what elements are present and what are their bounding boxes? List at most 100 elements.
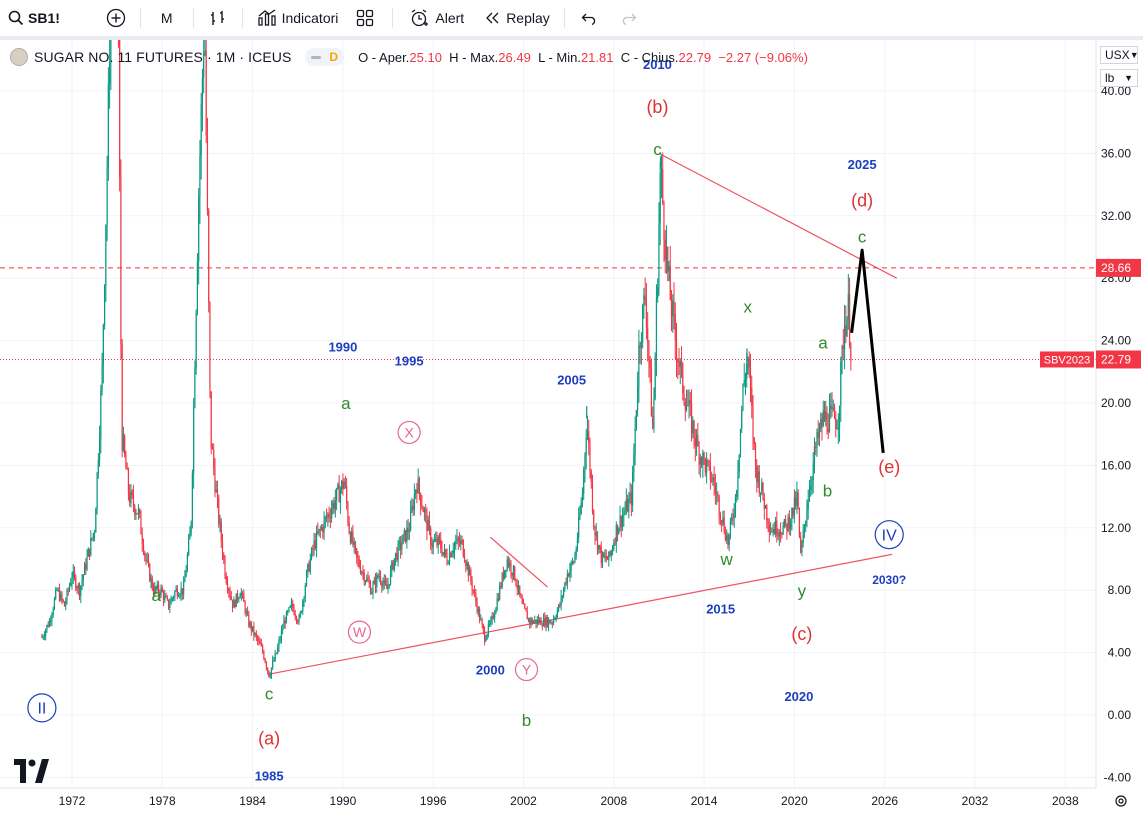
candle (406, 520, 408, 549)
interval-button[interactable]: M (160, 10, 173, 26)
candle-body (822, 410, 824, 426)
candle (215, 480, 217, 493)
candle (520, 593, 522, 599)
candle-body (845, 325, 847, 337)
candle (417, 468, 419, 494)
candle (566, 569, 568, 590)
candle-body (92, 533, 94, 539)
candle (828, 393, 831, 433)
time-axis[interactable]: 1972 1978 1984 1990 1996 2002 2008 2014 2020 2026… (59, 794, 1079, 808)
candle (353, 537, 355, 554)
candle-body (275, 652, 278, 654)
unit-select[interactable]: lb ▼ (1100, 69, 1138, 87)
wave-label-circle (874, 520, 904, 550)
wave-label-text: 1985 (255, 769, 284, 784)
candle (249, 620, 251, 629)
candle (273, 657, 275, 662)
price-chart[interactable]: 1975III1980baIIc(a)19851990aW1995X2000Yb… (0, 40, 1143, 818)
candle (130, 484, 132, 508)
replay-label: Replay (506, 10, 550, 26)
candle-body (583, 469, 585, 494)
candle-body (530, 619, 532, 624)
candle (60, 590, 62, 602)
candle-body (438, 536, 441, 540)
candle (280, 625, 283, 644)
candle-body (101, 364, 103, 391)
candle-body (394, 552, 397, 559)
candle (470, 567, 472, 586)
candle-body (78, 584, 81, 597)
candle (713, 466, 715, 496)
candle-body (461, 540, 463, 542)
wave-label: 2025 (848, 157, 877, 172)
candle (786, 523, 788, 540)
candle (405, 530, 407, 544)
candle-body (264, 658, 266, 663)
candle-body (171, 597, 173, 599)
candle (795, 491, 797, 510)
candle (736, 489, 738, 503)
candle-body (125, 454, 127, 469)
candle-body (198, 196, 200, 262)
chart-type-button[interactable] (208, 0, 228, 36)
candle (700, 456, 703, 469)
top-toolbar: SB1! M Indicatori Alert Rep (0, 0, 1143, 37)
search-icon (8, 10, 24, 26)
alert-button[interactable]: Alert (409, 0, 464, 36)
candle-body (539, 619, 541, 623)
compare-button[interactable] (106, 0, 126, 36)
wave-label: 2010 (643, 57, 672, 72)
candle (787, 513, 789, 533)
candle-body (795, 497, 797, 506)
candle-body (706, 460, 708, 473)
indicators-button[interactable]: Indicatori (257, 0, 338, 36)
candle (329, 508, 331, 529)
candle (611, 545, 614, 556)
candle-body (736, 490, 738, 497)
series-title[interactable]: SUGAR NO. 11 FUTURES · 1M · ICEUS (34, 49, 292, 65)
candle-body (677, 360, 679, 362)
tradingview-logo-icon[interactable] (14, 757, 50, 790)
candle-body (206, 136, 209, 211)
candle (653, 387, 655, 433)
candle-body (205, 50, 207, 137)
replay-button[interactable]: Replay (484, 0, 550, 36)
candle-body (254, 633, 256, 636)
candle (135, 508, 137, 521)
candle-body (749, 367, 752, 389)
candle (283, 614, 285, 629)
symbol-logo-icon (10, 48, 28, 66)
symbol-search-button[interactable]: SB1! (8, 0, 60, 36)
undo-button[interactable] (581, 0, 599, 36)
candle (476, 597, 478, 615)
rewind-icon (484, 10, 502, 26)
candle (268, 670, 270, 678)
settings-gear-icon[interactable] (1115, 795, 1127, 807)
candle-body (151, 577, 153, 589)
undo-icon (581, 10, 599, 26)
price-tick-label: 40.00 (1101, 84, 1131, 98)
candle (156, 580, 158, 592)
candle (181, 588, 183, 600)
currency-select[interactable]: USX ▼ (1100, 46, 1139, 64)
candle (147, 553, 150, 568)
candle-body (569, 569, 571, 577)
candle (806, 499, 808, 528)
candle (778, 529, 780, 547)
candle-body (236, 593, 239, 600)
candle (372, 580, 374, 600)
candle-body (841, 345, 843, 362)
candle-body (507, 559, 510, 566)
candle (190, 520, 192, 537)
data-delay-badge[interactable]: D (305, 48, 345, 66)
candle (356, 547, 358, 565)
candle-body (645, 299, 648, 328)
candle-body (692, 420, 694, 434)
candle (675, 322, 678, 378)
candle-body (801, 542, 803, 553)
redo-button[interactable] (619, 0, 637, 36)
candle (144, 550, 146, 562)
candle-body (466, 562, 468, 566)
layouts-button[interactable] (356, 0, 374, 36)
candle (591, 474, 594, 515)
